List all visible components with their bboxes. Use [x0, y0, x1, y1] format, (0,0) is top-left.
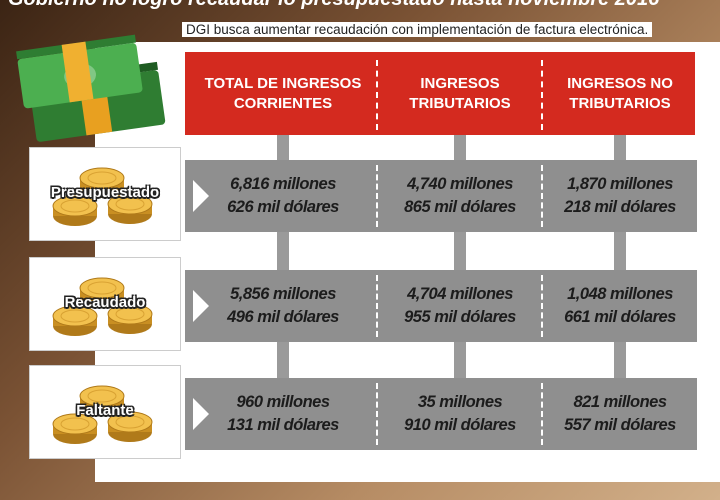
cell: 4,740 millones 865 mil dólares [380, 160, 540, 232]
cell-line: 35 millones [417, 393, 503, 411]
cell: 1,048 millones 661 mil dólares [545, 270, 695, 342]
header-line: TOTAL DE INGRESOS [204, 74, 362, 92]
money-icon [16, 34, 166, 142]
cell-line: 5,856 millones [230, 285, 336, 303]
cell-line: 6,816 millones [230, 175, 336, 193]
cell-separator [541, 275, 543, 337]
cell-line: 496 mil dólares [227, 308, 339, 326]
cell-line: 821 millones [573, 393, 667, 411]
row-card: Presupuestado [30, 148, 180, 240]
cell-line: 1,870 millones [567, 175, 673, 193]
row-card: Faltante [30, 366, 180, 458]
column-header-text: TOTAL DE INGRESOS CORRIENTES [205, 74, 362, 114]
subtitle: DGI busca aumentar recaudación con imple… [182, 22, 653, 37]
cell-line: 218 mil dólares [564, 198, 676, 216]
row-label: Faltante [76, 402, 134, 419]
cell: 1,870 millones 218 mil dólares [545, 160, 695, 232]
cell-line: 557 mil dólares [564, 416, 676, 434]
column-header-text: INGRESOS NO TRIBUTARIOS [567, 74, 673, 114]
cell-line: 626 mil dólares [227, 198, 339, 216]
cell: 35 millones 910 mil dólares [380, 378, 540, 450]
header-line: TRIBUTARIOS [409, 94, 511, 112]
arrow [193, 290, 209, 322]
cell: 4,704 millones 955 mil dólares [380, 270, 540, 342]
cell-line: 661 mil dólares [564, 308, 676, 326]
cell: 6,816 millones 626 mil dólares [190, 160, 376, 232]
header-band [185, 52, 695, 135]
arrow [193, 398, 209, 430]
cell-line: 4,704 millones [407, 285, 513, 303]
cell-separator [376, 275, 378, 337]
cell: 5,856 millones 496 mil dólares [190, 270, 376, 342]
arrow [193, 180, 209, 212]
column-header: TOTAL DE INGRESOS CORRIENTES [190, 52, 376, 135]
header-separator [376, 60, 378, 130]
cell-separator [541, 165, 543, 227]
header-line: INGRESOS NO [567, 74, 673, 92]
cell-separator [376, 165, 378, 227]
column-header-text: INGRESOS TRIBUTARIOS [409, 74, 510, 114]
row-card: Recaudado [30, 258, 180, 350]
cell-line: 865 mil dólares [404, 198, 516, 216]
row-bar [185, 270, 697, 342]
row-bar [185, 378, 697, 450]
row-label: Recaudado [64, 294, 146, 311]
column-header: INGRESOS NO TRIBUTARIOS [545, 52, 695, 135]
cell: 821 millones 557 mil dólares [545, 378, 695, 450]
cell-line: 955 mil dólares [404, 308, 516, 326]
row-label: Presupuestado [50, 184, 160, 201]
header-line: INGRESOS [420, 74, 500, 92]
title: Gobierno no logró recaudar lo presupuest… [8, 0, 659, 11]
coins-icon [52, 277, 153, 336]
coins-icon [52, 167, 153, 226]
cell-line: 131 mil dólares [227, 416, 339, 434]
cell-line: 910 mil dólares [404, 416, 516, 434]
cell-line: 1,048 millones [567, 285, 673, 303]
cell-line: 4,740 millones [407, 175, 513, 193]
cell: 960 millones 131 mil dólares [190, 378, 376, 450]
column-header: INGRESOS TRIBUTARIOS [380, 52, 540, 135]
cell-separator [541, 383, 543, 445]
header-separator [541, 60, 543, 130]
header-line: CORRIENTES [233, 94, 333, 112]
header-line: TRIBUTARIOS [569, 94, 671, 112]
cell-separator [376, 383, 378, 445]
coins-icon [52, 385, 153, 444]
row-bar [185, 160, 697, 232]
cell-line: 960 millones [236, 393, 330, 411]
